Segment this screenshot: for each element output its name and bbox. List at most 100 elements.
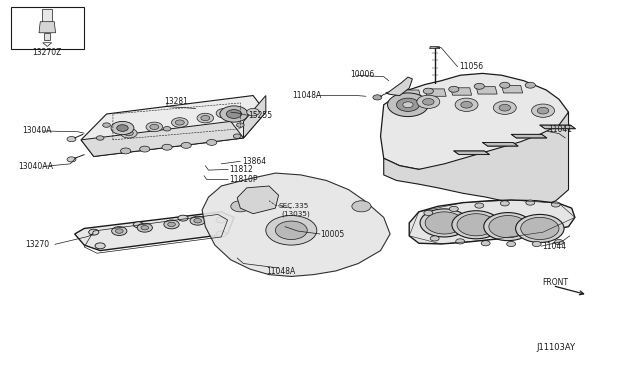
Polygon shape	[81, 121, 244, 157]
Polygon shape	[237, 186, 278, 214]
Text: 11056: 11056	[459, 62, 483, 71]
Circle shape	[449, 86, 459, 92]
Circle shape	[449, 206, 458, 211]
Circle shape	[396, 98, 419, 112]
Text: 11041: 11041	[548, 125, 572, 134]
Circle shape	[538, 108, 548, 114]
Circle shape	[146, 122, 163, 132]
Circle shape	[275, 221, 307, 240]
Text: 11048A: 11048A	[266, 267, 295, 276]
Circle shape	[500, 201, 509, 206]
Circle shape	[456, 239, 465, 244]
Circle shape	[181, 142, 191, 148]
Circle shape	[120, 148, 131, 154]
Circle shape	[234, 134, 241, 138]
Polygon shape	[75, 212, 234, 251]
Text: 11044: 11044	[541, 242, 566, 251]
Circle shape	[111, 227, 127, 235]
Circle shape	[352, 201, 371, 212]
Circle shape	[227, 110, 242, 118]
Circle shape	[220, 111, 229, 116]
Circle shape	[461, 102, 472, 108]
Circle shape	[95, 243, 105, 249]
Circle shape	[190, 216, 205, 225]
Polygon shape	[384, 112, 568, 208]
Circle shape	[163, 126, 171, 131]
Circle shape	[115, 229, 123, 233]
Circle shape	[216, 231, 227, 237]
Polygon shape	[483, 142, 518, 146]
Circle shape	[120, 128, 137, 138]
Circle shape	[140, 146, 150, 152]
Text: 13040AA: 13040AA	[18, 162, 53, 171]
Circle shape	[457, 214, 495, 236]
Circle shape	[175, 120, 184, 125]
Polygon shape	[386, 77, 412, 96]
Circle shape	[178, 215, 188, 221]
Text: 15255: 15255	[248, 111, 273, 121]
Circle shape	[116, 125, 128, 131]
Circle shape	[516, 214, 564, 243]
Text: 11812: 11812	[230, 164, 253, 173]
Circle shape	[141, 225, 148, 230]
Circle shape	[424, 211, 433, 215]
Circle shape	[373, 95, 382, 100]
Text: J11103AY: J11103AY	[537, 343, 575, 352]
Circle shape	[532, 241, 541, 247]
Circle shape	[164, 220, 179, 229]
Text: 13281: 13281	[164, 97, 188, 106]
Polygon shape	[81, 96, 266, 157]
Polygon shape	[42, 9, 52, 22]
Polygon shape	[454, 151, 490, 155]
Circle shape	[216, 109, 233, 118]
Circle shape	[111, 121, 134, 135]
Circle shape	[532, 104, 554, 117]
Circle shape	[484, 212, 532, 241]
Circle shape	[452, 211, 500, 239]
Polygon shape	[429, 46, 440, 49]
Circle shape	[499, 105, 511, 111]
Polygon shape	[409, 200, 575, 244]
Circle shape	[474, 83, 484, 89]
Circle shape	[425, 212, 463, 234]
Circle shape	[102, 123, 110, 127]
Circle shape	[489, 215, 527, 238]
Circle shape	[162, 144, 172, 150]
Circle shape	[194, 218, 202, 223]
Circle shape	[137, 223, 152, 232]
Polygon shape	[540, 125, 575, 129]
Text: 11048A: 11048A	[292, 91, 321, 100]
Circle shape	[417, 95, 440, 109]
Circle shape	[220, 106, 248, 122]
Circle shape	[197, 113, 214, 123]
Polygon shape	[476, 87, 497, 94]
Text: 10006: 10006	[350, 70, 374, 79]
Circle shape	[481, 241, 490, 246]
Circle shape	[89, 229, 99, 235]
Polygon shape	[44, 33, 51, 40]
Polygon shape	[425, 89, 446, 96]
Circle shape	[403, 102, 413, 108]
Circle shape	[521, 217, 559, 240]
Circle shape	[388, 93, 428, 116]
Polygon shape	[39, 22, 56, 33]
Circle shape	[168, 222, 175, 227]
Circle shape	[266, 215, 317, 245]
Polygon shape	[502, 86, 523, 93]
Circle shape	[526, 200, 535, 205]
Circle shape	[231, 201, 250, 212]
Circle shape	[525, 82, 536, 88]
Circle shape	[554, 240, 563, 245]
Circle shape	[493, 101, 516, 114]
Text: 13040A: 13040A	[22, 126, 51, 135]
Polygon shape	[244, 96, 266, 138]
Circle shape	[216, 217, 227, 223]
Polygon shape	[511, 134, 547, 138]
Circle shape	[201, 115, 210, 121]
Text: 13270Z: 13270Z	[33, 48, 62, 57]
Circle shape	[237, 123, 244, 127]
Text: SEC.335: SEC.335	[278, 203, 309, 209]
Polygon shape	[202, 173, 390, 276]
Circle shape	[500, 82, 510, 88]
Circle shape	[97, 136, 104, 140]
